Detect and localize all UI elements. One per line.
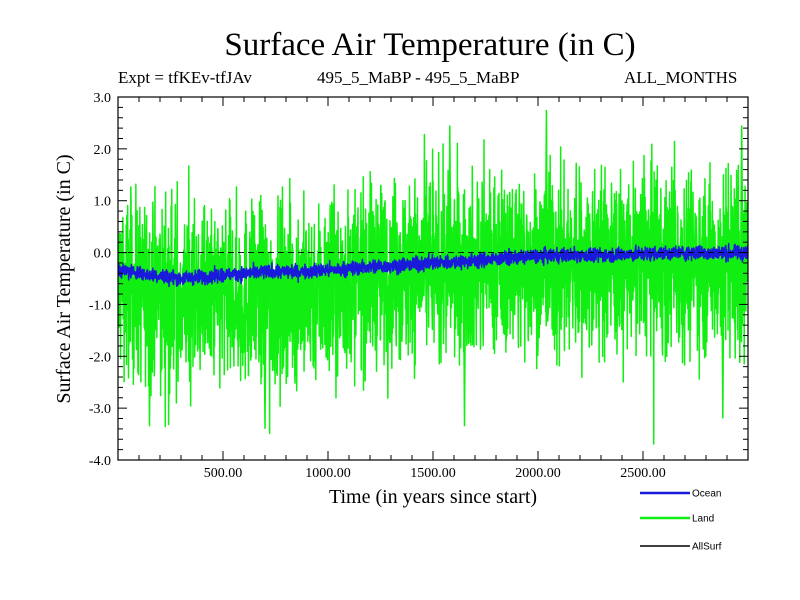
y-tick-label: -4.0 (89, 454, 111, 469)
x-tick-label: 500.00 (204, 466, 243, 481)
ocean-line (118, 242, 748, 288)
y-tick-label: 0.0 (94, 247, 112, 262)
land-spike (448, 125, 452, 269)
land-spike (147, 294, 152, 427)
land-spike (721, 262, 725, 419)
y-tick-label: -3.0 (89, 402, 111, 417)
y-tick-label: -2.0 (89, 350, 111, 365)
x-tick-label: 1500.00 (410, 466, 456, 481)
y-tick-label: -1.0 (89, 298, 111, 313)
y-axis-title: Surface Air Temperature (in C) (53, 154, 75, 403)
legend-label-land: Land (692, 514, 714, 525)
land-spike (544, 109, 549, 263)
land-spike (263, 296, 267, 429)
months-label: ALL_MONTHS (624, 68, 738, 87)
x-tick-label: 1000.00 (305, 466, 351, 481)
y-tick-label: 1.0 (94, 195, 112, 210)
x-tick-label: 2000.00 (515, 466, 561, 481)
chart-title: Surface Air Temperature (in C) (224, 27, 636, 63)
y-axis: 3.0 2.0 1.0 0.0 -1.0 -2.0 -3.0 -4.0 (89, 91, 748, 469)
land-spike (462, 268, 467, 427)
experiment-label: Expt = tfKEv-tfJAv (118, 68, 252, 87)
x-axis-title: Time (in years since start) (329, 486, 537, 508)
comparison-label: 495_5_MaBP - 495_5_MaBP (317, 68, 520, 87)
legend-label-allsurf: AllSurf (692, 542, 722, 553)
y-tick-label: 3.0 (94, 91, 112, 106)
x-axis: 500.00 1000.00 1500.00 2000.00 2500.00 (138, 97, 728, 481)
legend: Ocean Land AllSurf (640, 489, 722, 553)
y-tick-label: 2.0 (94, 143, 112, 158)
ocean-series (118, 242, 748, 288)
land-spike (739, 125, 744, 263)
legend-label-ocean: Ocean (692, 489, 721, 500)
x-tick-label: 2500.00 (620, 466, 666, 481)
